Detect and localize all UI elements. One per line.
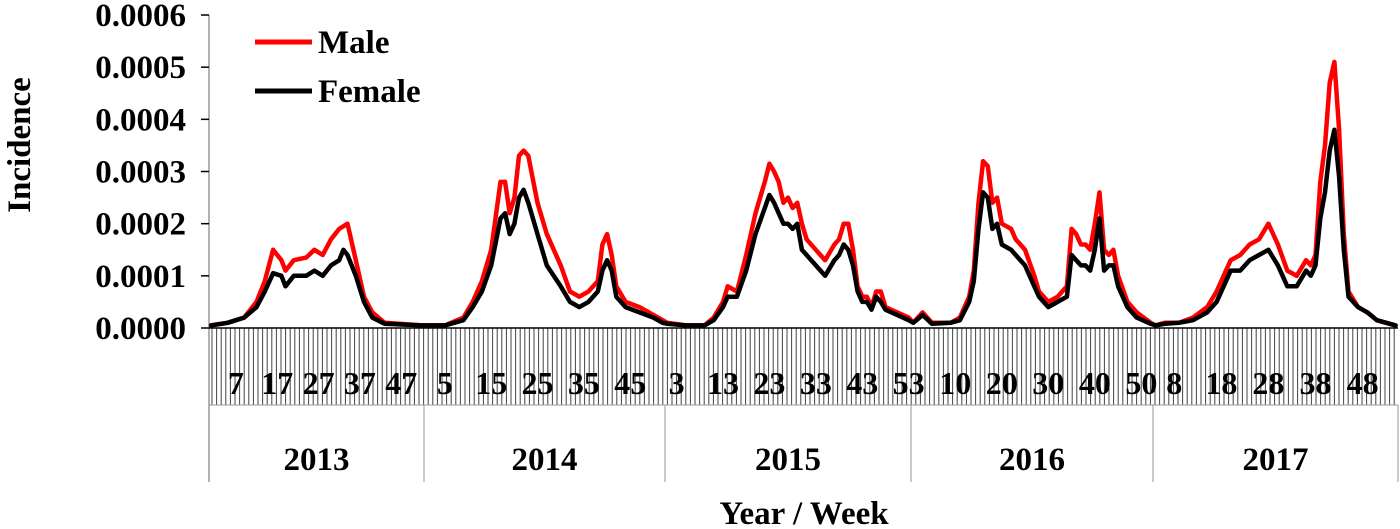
x-axis-title: Year / Week (719, 496, 889, 529)
x-week-tick-label: 20 (986, 365, 1018, 401)
x-week-tick-label: 7 (228, 365, 244, 401)
x-year-label: 2014 (512, 442, 578, 478)
y-tick-label: 0.0004 (95, 102, 186, 138)
x-week-tick-label: 15 (475, 365, 507, 401)
x-week-tick-label: 38 (1300, 365, 1332, 401)
x-week-tick-label: 25 (522, 365, 554, 401)
x-year-label: 2013 (284, 442, 350, 478)
x-week-tick-label: 33 (800, 365, 832, 401)
series-lines (208, 59, 1398, 328)
x-week-tick-label: 17 (261, 365, 293, 401)
y-tick-label: 0.0000 (95, 311, 186, 347)
x-week-tick-label: 53 (893, 365, 925, 401)
x-year-label: 2017 (1243, 442, 1309, 478)
week-tick-hatching (211, 328, 1395, 405)
x-week-tick-label: 40 (1079, 365, 1111, 401)
y-axis-title: Incidence (2, 77, 38, 213)
y-tick-label: 0.0005 (95, 50, 186, 86)
x-week-tick-label: 10 (939, 365, 971, 401)
x-week-tick-label: 3 (669, 365, 685, 401)
x-axis-year-labels: 2013 2014 2015 2016 2017 (284, 442, 1309, 478)
x-week-tick-label: 28 (1252, 365, 1284, 401)
x-week-tick-label: 47 (385, 365, 417, 401)
x-year-label: 2016 (999, 442, 1065, 478)
legend-label-male: Male (318, 25, 389, 61)
x-week-tick-label: 8 (1166, 365, 1182, 401)
x-axis-week-labels: 7 17 27 37 47 5 15 25 35 45 3 13 23 33 43 53 10 20 30 40 50 8… (228, 365, 1379, 401)
x-week-tick-label: 35 (568, 365, 600, 401)
week-tick-band (209, 328, 1398, 406)
x-week-tick-label: 13 (707, 365, 739, 401)
series-line-female (208, 127, 1398, 328)
x-week-tick-label: 23 (753, 365, 785, 401)
x-year-label: 2015 (755, 442, 821, 478)
legend: Male Female (255, 25, 421, 110)
x-week-tick-label: 30 (1032, 365, 1064, 401)
y-tick-label: 0.0006 (95, 0, 186, 34)
y-tick-label: 0.0003 (95, 155, 186, 191)
y-tick-label: 0.0001 (95, 259, 186, 295)
legend-label-female: Female (318, 74, 421, 110)
x-week-tick-label: 48 (1347, 365, 1379, 401)
y-axis-ticks: 0.0000 0.0001 0.0002 0.0003 0.0004 0.0005 0.00… (95, 0, 209, 347)
x-week-tick-label: 50 (1125, 365, 1157, 401)
x-week-tick-label: 5 (437, 365, 453, 401)
x-week-tick-label: 45 (614, 365, 646, 401)
x-week-tick-label: 27 (303, 365, 335, 401)
series-line-male (208, 59, 1398, 328)
x-week-tick-label: 43 (846, 365, 878, 401)
y-tick-label: 0.0002 (95, 207, 186, 243)
axes-frame (208, 15, 1399, 482)
x-week-tick-label: 37 (344, 365, 376, 401)
x-week-tick-label: 18 (1205, 365, 1237, 401)
